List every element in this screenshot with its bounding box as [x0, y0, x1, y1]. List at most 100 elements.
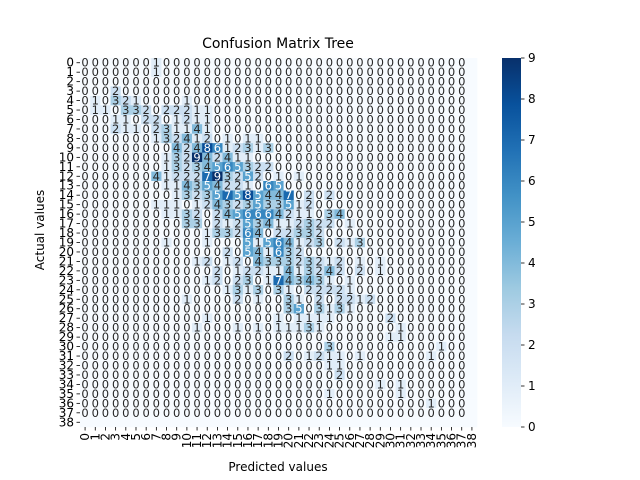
cell-value-label: 0: [173, 359, 180, 373]
cell-value-label: 0: [346, 359, 353, 373]
heatmap-cell: [466, 114, 478, 125]
heatmap-cell: [151, 266, 162, 276]
heatmap-cell: [395, 95, 407, 106]
heatmap-cell: [395, 58, 407, 68]
cell-value-label: 1: [336, 349, 343, 363]
heatmap-cell: [426, 351, 437, 362]
cell-value-label: 0: [244, 254, 251, 268]
heatmap-cell: [273, 209, 284, 220]
heatmap-cell: [120, 275, 132, 286]
heatmap-cell: [242, 218, 254, 229]
heatmap-cell: [436, 285, 447, 295]
heatmap-cell: [130, 304, 142, 314]
heatmap-cell: [466, 152, 478, 163]
heatmap-cell: [354, 285, 366, 295]
heatmap-cell: [171, 162, 183, 172]
cell-value-label: 0: [275, 330, 282, 344]
cell-value-label: 0: [448, 103, 455, 117]
cell-value-label: 0: [387, 236, 394, 250]
cell-value-label: 0: [336, 122, 343, 136]
heatmap-cell: [273, 86, 284, 97]
heatmap-cell: [151, 398, 162, 409]
heatmap-cell: [171, 152, 183, 163]
heatmap-cell: [191, 162, 203, 172]
cell-value-label: 0: [193, 84, 200, 98]
cell-value-label: 0: [153, 141, 160, 155]
heatmap-cell: [375, 370, 386, 380]
cell-value-label: 0: [458, 188, 465, 202]
heatmap-cell: [446, 171, 457, 182]
heatmap-cell: [110, 351, 122, 362]
heatmap-cell: [354, 408, 366, 418]
heatmap-cell: [395, 228, 407, 239]
colorbar-tick-label: 4: [528, 256, 536, 270]
cell-value-label: 0: [102, 245, 109, 259]
heatmap-cell: [110, 95, 122, 106]
heatmap-cell: [466, 124, 478, 134]
cell-value-label: 3: [316, 273, 323, 287]
cell-value-label: 2: [183, 113, 190, 127]
heatmap-cell: [314, 341, 325, 352]
cell-value-label: 0: [143, 217, 150, 231]
cell-value-label: 0: [346, 103, 353, 117]
heatmap-cell: [171, 360, 183, 371]
cell-value-label: 0: [234, 330, 241, 344]
heatmap-cell: [110, 379, 122, 390]
cell-value-label: 0: [397, 396, 404, 410]
cell-value-label: 1: [234, 264, 241, 278]
heatmap-cell: [253, 275, 264, 286]
heatmap-cell: [222, 304, 233, 314]
cell-value-label: 1: [163, 160, 170, 174]
cell-value-label: 3: [285, 254, 292, 268]
heatmap-cell: [141, 341, 152, 352]
cell-value-label: 0: [254, 311, 261, 325]
heatmap-cell: [100, 152, 111, 163]
cell-value-label: 0: [81, 131, 88, 145]
heatmap-cell: [365, 228, 376, 239]
heatmap-cell: [161, 266, 172, 276]
heatmap-cell: [181, 190, 193, 201]
cell-value-label: 0: [112, 245, 119, 259]
heatmap-cell: [100, 95, 111, 106]
heatmap-cell: [314, 95, 325, 106]
heatmap-cell: [222, 247, 233, 257]
cell-value-label: 0: [377, 359, 384, 373]
heatmap-cell: [344, 351, 356, 362]
heatmap-cell: [202, 190, 213, 201]
cell-value-label: 0: [356, 226, 363, 240]
heatmap-cell: [334, 181, 345, 191]
heatmap-cell: [365, 417, 376, 428]
heatmap-cell: [202, 370, 213, 380]
heatmap-cell: [110, 398, 122, 409]
heatmap-cell: [263, 133, 274, 144]
cell-value-label: 1: [254, 292, 261, 306]
cell-value-label: 0: [366, 254, 373, 268]
heatmap-cell: [456, 408, 468, 418]
heatmap-cell: [263, 247, 274, 257]
heatmap-cell: [202, 76, 213, 87]
cell-value-label: 0: [428, 84, 435, 98]
heatmap-cell: [181, 124, 193, 134]
cell-value-label: 0: [102, 330, 109, 344]
cell-value-label: 0: [112, 311, 119, 325]
heatmap-cell: [263, 143, 274, 153]
heatmap-cell: [405, 313, 417, 324]
heatmap-cell: [354, 351, 366, 362]
cell-value-label: 0: [428, 387, 435, 401]
heatmap-cell: [90, 133, 101, 144]
heatmap-cell: [263, 341, 274, 352]
cell-value-label: 4: [214, 179, 221, 193]
cell-value-label: 0: [275, 406, 282, 420]
heatmap-cell: [456, 285, 468, 295]
heatmap-cell: [100, 341, 111, 352]
heatmap-cell: [385, 294, 396, 305]
heatmap-cell: [456, 105, 468, 116]
heatmap-cell: [232, 228, 244, 239]
cell-value-label: 0: [112, 321, 119, 335]
cell-value-label: 0: [387, 264, 394, 278]
cell-value-label: 0: [346, 150, 353, 164]
cell-value-label: 0: [285, 84, 292, 98]
cell-value-label: 0: [428, 377, 435, 391]
heatmap-cell: [324, 181, 335, 191]
heatmap-cell: [110, 181, 122, 191]
